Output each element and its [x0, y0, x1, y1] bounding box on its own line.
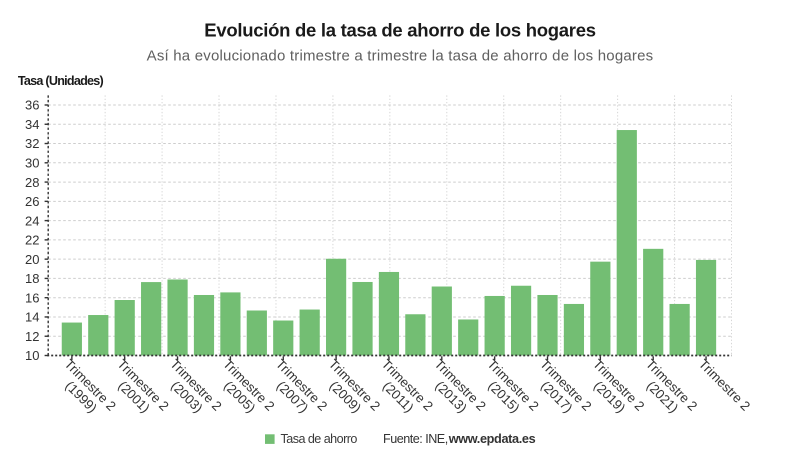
svg-text:28: 28 — [25, 175, 39, 190]
svg-text:Fuente: INE,: Fuente: INE, — [383, 432, 448, 446]
svg-text:10: 10 — [25, 348, 39, 363]
svg-text:16: 16 — [25, 290, 39, 305]
svg-text:Tasa de ahorro: Tasa de ahorro — [281, 432, 358, 446]
svg-text:14: 14 — [25, 310, 39, 325]
svg-text:Tasa (Unidades): Tasa (Unidades) — [18, 74, 104, 88]
svg-text:12: 12 — [25, 329, 39, 344]
svg-text:36: 36 — [25, 98, 39, 113]
svg-text:20: 20 — [25, 252, 39, 267]
svg-text:www.epdata.es: www.epdata.es — [448, 432, 536, 446]
svg-text:18: 18 — [25, 271, 39, 286]
svg-text:26: 26 — [25, 194, 39, 209]
svg-text:22: 22 — [25, 233, 39, 248]
svg-text:30: 30 — [25, 156, 39, 171]
svg-text:32: 32 — [25, 136, 39, 151]
svg-text:Evolución de la tasa de ahorro: Evolución de la tasa de ahorro de los ho… — [204, 19, 595, 40]
svg-text:24: 24 — [25, 213, 39, 228]
svg-text:34: 34 — [25, 117, 39, 132]
svg-text:Así ha evolucionado trimestre: Así ha evolucionado trimestre a trimestr… — [147, 48, 654, 65]
